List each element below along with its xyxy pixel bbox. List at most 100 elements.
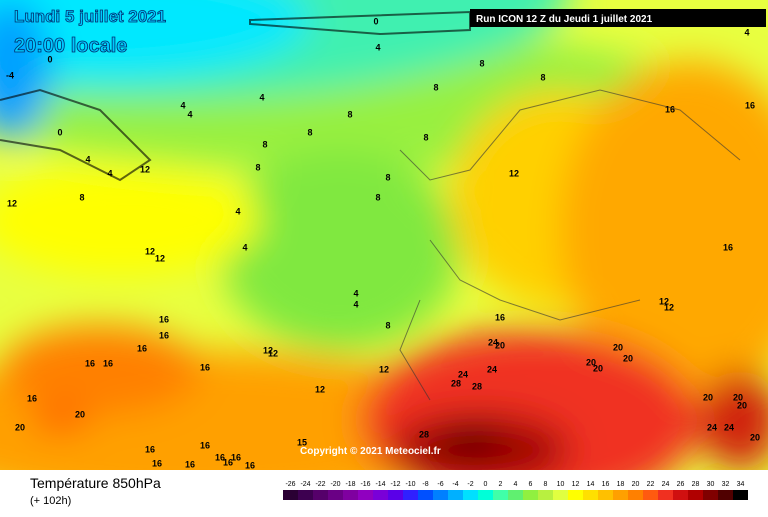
color-swatch [703, 490, 718, 500]
scale-label: 8 [544, 481, 548, 488]
scale-label: 32 [722, 481, 730, 488]
contour-label: 16 [200, 362, 210, 372]
contour-label: 8 [540, 72, 545, 82]
scale-label: 22 [647, 481, 655, 488]
color-swatch [523, 490, 538, 500]
scale-label: 30 [707, 481, 715, 488]
contour-label: 20 [586, 357, 596, 367]
contour-label: 8 [262, 139, 267, 149]
color-swatch [733, 490, 748, 500]
color-swatch [373, 490, 388, 500]
contour-label: 16 [245, 460, 255, 470]
contour-label: 16 [185, 459, 195, 469]
contour-label: 20 [75, 409, 85, 419]
contour-label: 12 [145, 246, 155, 256]
contour-label: 16 [159, 330, 169, 340]
contour-label: 8 [347, 109, 352, 119]
color-swatch [568, 490, 583, 500]
color-scale: -26 -24 -22 -20 -18 -16 -14 -12 -10 -8 -6 -4 -2 0 2 4 6 8… [283, 481, 748, 500]
scale-label: 24 [662, 481, 670, 488]
contour-label: 4 [107, 168, 112, 178]
contour-label: 8 [423, 132, 428, 142]
scale-label: 20 [632, 481, 640, 488]
contour-label: 12 [315, 384, 325, 394]
valid-time: 20:00 locale [14, 35, 127, 57]
contour-label: 4 [353, 299, 358, 309]
scale-label: 28 [692, 481, 700, 488]
scale-label: -24 [300, 481, 310, 488]
color-swatch [478, 490, 493, 500]
contour-label: 4 [375, 42, 380, 52]
contour-label: 12 [155, 253, 165, 263]
contour-label: 8 [255, 162, 260, 172]
scale-label: 34 [737, 481, 745, 488]
color-swatch [553, 490, 568, 500]
scale-label: 0 [484, 481, 488, 488]
contour-label: 28 [472, 381, 482, 391]
color-swatch [688, 490, 703, 500]
scale-label: -8 [422, 481, 428, 488]
scale-label: -20 [330, 481, 340, 488]
contour-label: 12 [664, 302, 674, 312]
contour-label: 20 [703, 392, 713, 402]
contour-label: 12 [509, 168, 519, 178]
contour-label: 8 [307, 127, 312, 137]
contour-label: 4 [85, 154, 90, 164]
contour-label: 24 [488, 337, 498, 347]
scale-label: -14 [375, 481, 385, 488]
color-swatch [643, 490, 658, 500]
color-swatch [298, 490, 313, 500]
contour-label: 16 [152, 458, 162, 468]
contour-label: 16 [723, 242, 733, 252]
contour-label: 20 [737, 400, 747, 410]
scale-label: -26 [285, 481, 295, 488]
contour-label: 20 [613, 342, 623, 352]
color-swatch [628, 490, 643, 500]
contour-label: 24 [724, 422, 734, 432]
contour-label: 28 [451, 378, 461, 388]
contour-label: 16 [215, 452, 225, 462]
color-swatch [403, 490, 418, 500]
scale-label: -18 [345, 481, 355, 488]
scale-label: 4 [514, 481, 518, 488]
color-swatch [613, 490, 628, 500]
contour-label: 16 [159, 314, 169, 324]
scale-label: 6 [529, 481, 533, 488]
color-swatch [433, 490, 448, 500]
color-swatch [343, 490, 358, 500]
contour-label: 12 [7, 198, 17, 208]
contour-label: 8 [479, 58, 484, 68]
contour-label: -4 [6, 70, 14, 80]
contour-label: 20 [733, 392, 743, 402]
footer-title: Température 850hPa [30, 475, 161, 491]
color-swatch [598, 490, 613, 500]
contour-label: 20 [15, 422, 25, 432]
contour-label: 0 [57, 127, 62, 137]
contour-label: 8 [385, 320, 390, 330]
contour-label: 16 [745, 100, 755, 110]
contour-label: 16 [200, 440, 210, 450]
contour-label: 12 [379, 364, 389, 374]
contour-label: 8 [385, 172, 390, 182]
contour-label: 4 [259, 92, 264, 102]
contour-label: 16 [145, 444, 155, 454]
contour-label: 16 [231, 452, 241, 462]
valid-date: Lundi 5 juillet 2021 [14, 7, 166, 26]
contour-label: 8 [79, 192, 84, 202]
contour-label: 16 [223, 457, 233, 467]
contour-label: 20 [495, 340, 505, 350]
forecast-lead: (+ 102h) [30, 495, 71, 507]
contour-label: 15 [297, 437, 307, 447]
scale-label: -6 [437, 481, 443, 488]
scale-label: -10 [405, 481, 415, 488]
color-swatch [508, 490, 523, 500]
contour-label: 4 [187, 109, 192, 119]
scale-label: 10 [557, 481, 565, 488]
contour-label: 20 [750, 432, 760, 442]
contour-label: 16 [27, 393, 37, 403]
contour-label: 20 [623, 353, 633, 363]
copyright: Copyright © 2021 Meteociel.fr [300, 446, 441, 457]
scale-label: 26 [677, 481, 685, 488]
